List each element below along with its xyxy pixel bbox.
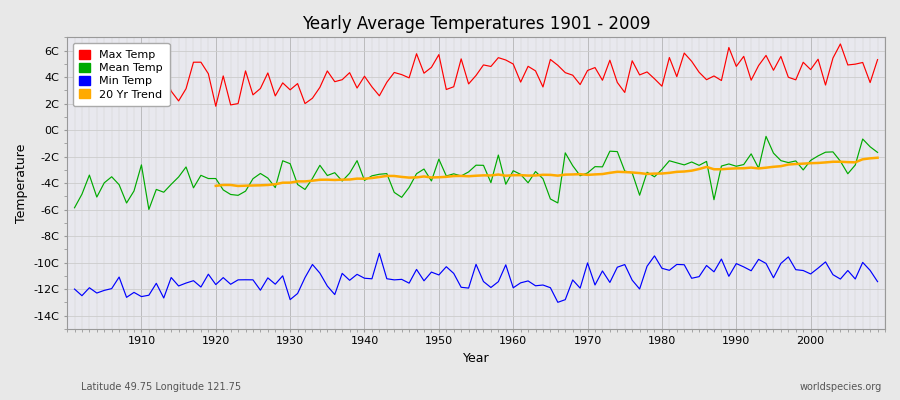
Title: Yearly Average Temperatures 1901 - 2009: Yearly Average Temperatures 1901 - 2009	[302, 15, 651, 33]
Text: worldspecies.org: worldspecies.org	[800, 382, 882, 392]
Legend: Max Temp, Mean Temp, Min Temp, 20 Yr Trend: Max Temp, Mean Temp, Min Temp, 20 Yr Tre…	[73, 43, 169, 106]
X-axis label: Year: Year	[463, 352, 490, 365]
Y-axis label: Temperature: Temperature	[15, 143, 28, 223]
Text: Latitude 49.75 Longitude 121.75: Latitude 49.75 Longitude 121.75	[81, 382, 241, 392]
